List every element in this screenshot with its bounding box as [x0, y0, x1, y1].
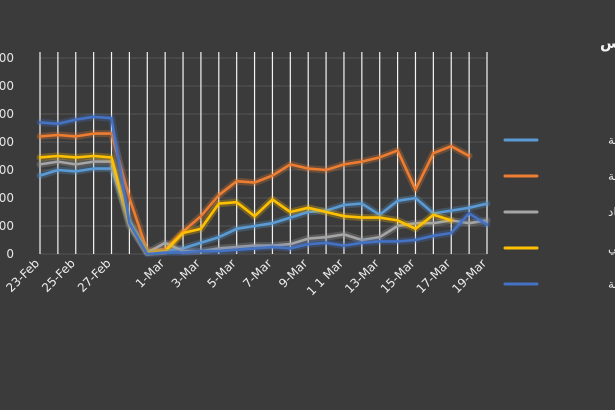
series-line [38, 132, 471, 253]
y-axis-ticks: 0000000000000000000000 [0, 51, 14, 261]
y-tick-label: 0 [6, 247, 14, 261]
x-tick-label: 1 1 Mar [304, 256, 346, 298]
legend: طيران العربية طيران الخطوط الاماراتية طيرا… [503, 133, 615, 292]
y-tick-label: 000 [0, 135, 14, 149]
x-tick-label: 9-Mar [276, 256, 310, 290]
x-tick-label: 17-Mar [414, 256, 454, 296]
y-tick-label: 000 [0, 163, 14, 177]
y-tick-label: 000 [0, 79, 14, 93]
legend-label: طيران الخطوط الاماراتية [608, 169, 615, 184]
series-line [38, 167, 489, 254]
legend-label: طيران العربية [608, 133, 615, 148]
series-line [38, 154, 453, 254]
y-tick-label: 000 [0, 107, 14, 121]
y-tick-label: 000 [0, 219, 14, 233]
x-tick-label: 5-Mar [204, 256, 238, 290]
x-tick-label: 7-Mar [240, 256, 274, 290]
x-tick-label: 3-Mar [169, 256, 203, 290]
x-tick-label: 25-Feb [39, 256, 78, 295]
chart-title: حركة طيران الخليج خلال الفترة من 23 فبرا… [600, 34, 615, 52]
x-tick-label: 15-Mar [378, 256, 418, 296]
x-tick-label: 23-Feb [3, 256, 42, 295]
y-tick-label: 000 [0, 51, 14, 65]
series-line [38, 115, 489, 256]
x-tick-label: 13-Mar [342, 256, 382, 296]
series-lines [36, 113, 491, 258]
legend-label: طيران دبي [608, 241, 615, 256]
legend-label: طيران القطرية [608, 277, 615, 292]
x-tick-label: 27-Feb [75, 256, 114, 295]
y-tick-label: 000 [0, 191, 14, 205]
x-tick-label: 1-Mar [133, 256, 167, 290]
legend-label: طيران الاتحاد [608, 205, 615, 220]
x-tick-label: 19-Mar [449, 256, 489, 296]
